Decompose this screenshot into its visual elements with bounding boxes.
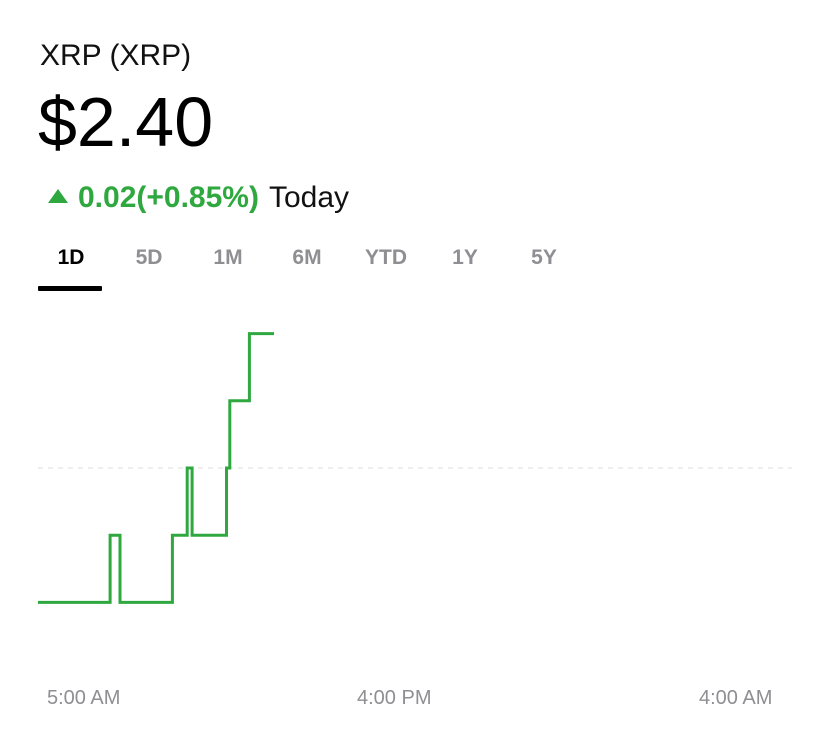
- tab-1m[interactable]: 1M: [213, 246, 243, 269]
- tab-ytd[interactable]: YTD: [365, 246, 407, 269]
- triangle-up-icon: [48, 189, 68, 203]
- tab-1y[interactable]: 1Y: [452, 246, 478, 269]
- asset-name: XRP (XRP): [40, 39, 192, 72]
- tab-1d[interactable]: 1D: [57, 246, 85, 269]
- current-price: $2.40: [38, 83, 214, 161]
- price-change-value: 0.02(+0.85%): [78, 181, 259, 214]
- price-chart-svg: [38, 332, 792, 604]
- x-tick-label: 4:00 PM: [357, 687, 432, 709]
- x-tick-label: 5:00 AM: [47, 687, 121, 709]
- price-chart[interactable]: [0, 300, 829, 720]
- active-tab-indicator: [38, 286, 102, 291]
- price-change-period: Today: [268, 181, 350, 214]
- price-change-row: 0.02(+0.85%) Today: [48, 178, 349, 218]
- tab-6m[interactable]: 6M: [292, 246, 322, 269]
- tab-5y[interactable]: 5Y: [531, 246, 557, 269]
- x-tick-label: 4:00 AM: [699, 687, 773, 709]
- price-line: [38, 332, 274, 604]
- tab-5d[interactable]: 5D: [135, 246, 163, 269]
